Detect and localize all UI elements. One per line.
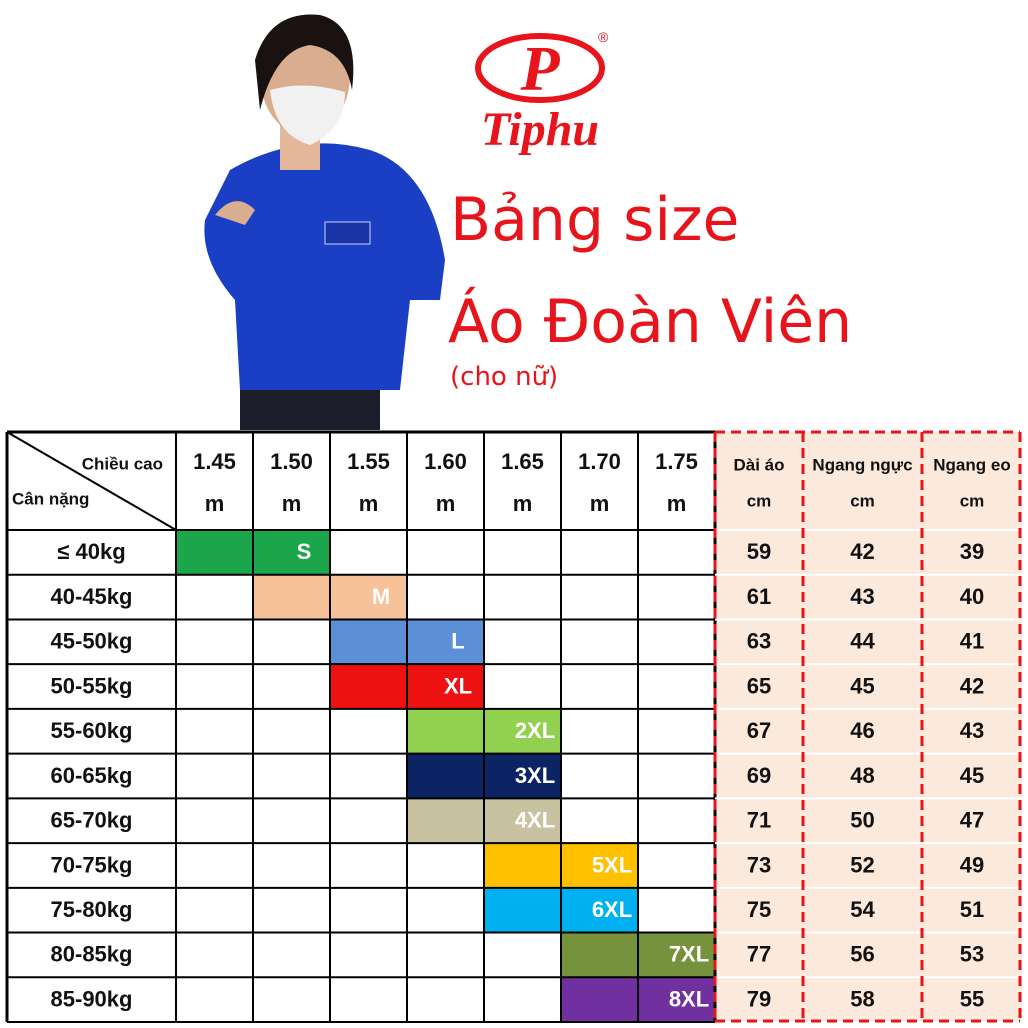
height-value: 1.65 [501,449,544,474]
size-label: 8XL [669,986,709,1011]
weight-label: 60-65kg [51,763,133,788]
measure-value: 43 [960,718,984,743]
measure-name: Ngang eo [933,455,1010,474]
measure-value: 39 [960,539,984,564]
measure-value: 65 [747,673,771,698]
measure-value: 46 [850,718,874,743]
corner-top: Chiều cao [82,454,163,473]
weight-label: 50-55kg [51,673,133,698]
weight-label: 40-45kg [51,584,133,609]
size-label: 2XL [515,718,555,743]
measure-value: 45 [850,673,874,698]
weight-label: 75-80kg [51,897,133,922]
measure-unit: cm [747,491,772,510]
measure-value: 56 [850,942,874,967]
measure-value: 69 [747,763,771,788]
measure-value: 67 [747,718,771,743]
measure-value: 75 [747,897,771,922]
measure-name: Dài áo [733,455,784,474]
title-line1: Bảng size [450,185,739,255]
measure-value: 48 [850,763,874,788]
weight-label: ≤ 40kg [57,539,125,564]
measure-value: 42 [850,539,874,564]
size-label: 5XL [592,852,632,877]
measure-value: 61 [747,584,771,609]
measure-value: 53 [960,942,984,967]
size-label: 4XL [515,808,555,833]
measure-value: 42 [960,673,984,698]
height-value: 1.50 [270,449,313,474]
subtitle: (cho nữ) [450,362,558,392]
height-unit: m [667,491,687,516]
size-label: L [451,629,464,654]
logo-text: Tiphu [481,103,599,156]
measure-value: 59 [747,539,771,564]
weight-label: 45-50kg [51,629,133,654]
height-unit: m [205,491,225,516]
weight-label: 55-60kg [51,718,133,743]
measure-value: 49 [960,852,984,877]
measure-value: 52 [850,852,874,877]
measure-value: 63 [747,629,771,654]
corner-bottom: Cân nặng [12,489,89,508]
height-unit: m [590,491,610,516]
size-table: S M L XL 2XL 3XL 4XL 5XL 6XL 7XL 8XL Chiều cao Cân n… [5,430,1022,1023]
measure-value: 71 [747,808,771,833]
weight-label: 85-90kg [51,986,133,1011]
corner-diagonal [6,431,177,531]
measure-value: 41 [960,629,984,654]
title-line2: Áo Đoàn Viên [448,286,852,357]
height-value: 1.45 [193,449,236,474]
measure-value: 58 [850,986,874,1011]
measure-name: Ngang ngực [812,455,912,474]
height-unit: m [436,491,456,516]
size-label: 7XL [669,942,709,967]
measure-value: 51 [960,897,984,922]
logo-mark: ® [598,29,609,45]
height-unit: m [282,491,302,516]
logo: P ® Tiphu [475,29,609,156]
height-value: 1.60 [424,449,467,474]
size-label: M [372,584,390,609]
weight-label: 65-70kg [51,808,133,833]
height-unit: m [513,491,533,516]
measure-value: 50 [850,808,874,833]
measure-value: 47 [960,808,984,833]
size-label: 6XL [592,897,632,922]
weight-label: 70-75kg [51,852,133,877]
measure-unit: cm [960,491,985,510]
measure-value: 44 [850,629,875,654]
model-photo [204,14,445,430]
height-value: 1.70 [578,449,621,474]
measure-unit: cm [850,491,875,510]
measure-value: 77 [747,942,771,967]
size-label: 3XL [515,763,555,788]
measure-value: 43 [850,584,874,609]
measure-value: 40 [960,584,984,609]
measure-value: 79 [747,986,771,1011]
height-value: 1.55 [347,449,390,474]
height-unit: m [359,491,379,516]
measure-value: 45 [960,763,984,788]
size-label: XL [444,673,472,698]
height-value: 1.75 [655,449,698,474]
measure-value: 73 [747,852,771,877]
measure-value: 55 [960,986,984,1011]
measure-value: 54 [850,897,875,922]
svg-text:P: P [519,33,560,104]
size-label: S [297,539,312,564]
weight-label: 80-85kg [51,942,133,967]
